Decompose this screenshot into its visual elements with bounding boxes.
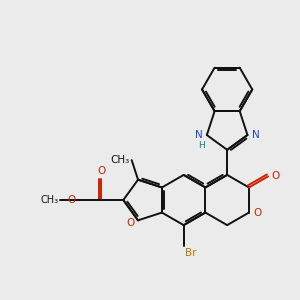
Text: CH₃: CH₃ [110,155,130,165]
Text: CH₃: CH₃ [40,195,58,205]
Text: N: N [252,130,260,140]
Text: O: O [271,171,279,182]
Text: N: N [195,130,202,140]
Text: O: O [68,195,76,205]
Text: O: O [126,218,134,228]
Text: Br: Br [185,248,197,259]
Text: H: H [198,141,205,150]
Text: O: O [254,208,262,218]
Text: O: O [97,167,105,176]
